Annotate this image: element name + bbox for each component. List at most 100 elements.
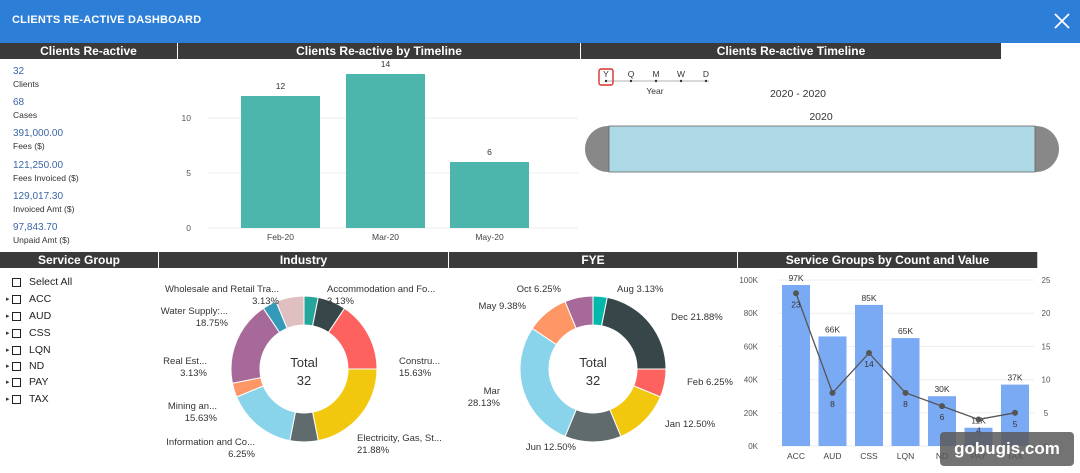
service-group-aud[interactable]: ▸ AUD bbox=[6, 309, 51, 323]
service-group-label: ND bbox=[29, 360, 45, 372]
granularity-tick bbox=[679, 79, 683, 83]
bar-feb-20[interactable] bbox=[241, 96, 320, 228]
service-group-lqn[interactable]: ▸ LQN bbox=[6, 343, 51, 357]
granularity-tick bbox=[604, 79, 608, 83]
slice-data-label: Jan 12.50% bbox=[665, 419, 716, 430]
donut-slice[interactable] bbox=[519, 327, 577, 438]
slice-data-label: Wholesale and Retail Tra... bbox=[165, 284, 279, 295]
line-point[interactable] bbox=[866, 350, 872, 357]
donut-center-label: Total bbox=[579, 355, 607, 370]
granularity-tick bbox=[654, 79, 658, 83]
service-group-nd[interactable]: ▸ ND bbox=[6, 359, 44, 373]
checkbox[interactable] bbox=[12, 394, 21, 404]
bar-may-20[interactable] bbox=[450, 162, 529, 228]
right-y-tick-label: 20 bbox=[1042, 309, 1051, 318]
slice-data-label: 28.13% bbox=[468, 398, 501, 409]
line-data-label: 5 bbox=[1013, 419, 1018, 429]
service-group-acc[interactable]: ▸ ACC bbox=[6, 292, 51, 306]
donut-slice[interactable] bbox=[312, 368, 378, 442]
bar-data-label: 6 bbox=[487, 147, 492, 157]
slice-data-label: 3.13% bbox=[327, 296, 354, 307]
line-data-label: 14 bbox=[864, 359, 874, 369]
service-group-tax[interactable]: ▸ TAX bbox=[6, 392, 49, 406]
expand-arrow-icon[interactable]: ▸ bbox=[6, 396, 10, 403]
x-tick-label: May-20 bbox=[475, 232, 504, 242]
slice-data-label: Mining an... bbox=[168, 401, 217, 412]
slice-data-label: Constru... bbox=[399, 356, 440, 367]
service-group-css[interactable]: ▸ CSS bbox=[6, 326, 51, 340]
timeline-slicer-header: Clients Re-active Timeline bbox=[581, 43, 1001, 59]
kpi-fees-invoiced: 121,250.00 Fees Invoiced ($) bbox=[13, 160, 79, 183]
kpi-panel-header: Clients Re-active bbox=[0, 43, 177, 59]
slicer-year-bar[interactable] bbox=[608, 125, 1036, 173]
bar-data-label: 65K bbox=[898, 326, 913, 336]
line-point[interactable] bbox=[1012, 409, 1018, 416]
expand-arrow-icon[interactable]: ▸ bbox=[6, 379, 10, 386]
kpi-panel: 32 Clients 68 Cases 391,000.00 Fees ($) 121… bbox=[0, 59, 177, 249]
slice-data-label: 18.75% bbox=[196, 318, 229, 329]
slice-data-label: Electricity, Gas, St... bbox=[357, 433, 442, 444]
expand-arrow-icon[interactable]: ▸ bbox=[6, 363, 10, 370]
checkbox[interactable] bbox=[12, 345, 21, 355]
checkbox[interactable] bbox=[12, 328, 21, 338]
service-group-slicer: Select All ▸ ACC ▸ AUD ▸ CSS ▸ LQN ▸ ND ▸ PAY … bbox=[0, 268, 158, 473]
line-point[interactable] bbox=[902, 389, 909, 396]
kpi-label: Fees Invoiced ($) bbox=[13, 173, 79, 183]
kpi-value: 121,250.00 bbox=[13, 160, 64, 171]
right-y-tick-label: 10 bbox=[1042, 376, 1051, 385]
slice-data-label: 15.63% bbox=[399, 368, 432, 379]
line-point[interactable] bbox=[975, 416, 982, 423]
bar-css[interactable] bbox=[855, 304, 883, 446]
line-point[interactable] bbox=[939, 403, 945, 410]
granularity-option-y[interactable]: Y bbox=[603, 69, 609, 79]
close-icon[interactable] bbox=[1052, 11, 1072, 31]
slice-data-label: Real Est... bbox=[163, 356, 207, 367]
service-group-pay[interactable]: ▸ PAY bbox=[6, 375, 48, 389]
bar-data-label: 14 bbox=[381, 59, 391, 69]
service-group-label: Select All bbox=[29, 276, 73, 288]
line-data-label: 4 bbox=[976, 425, 981, 435]
x-tick-label: Feb-20 bbox=[267, 232, 294, 242]
left-y-tick-label: 0K bbox=[748, 442, 758, 451]
service-group-label: ACC bbox=[29, 293, 52, 305]
expand-arrow-icon[interactable]: ▸ bbox=[6, 296, 10, 303]
range-label: 2020 - 2020 bbox=[770, 88, 826, 100]
donut-slice[interactable] bbox=[601, 296, 667, 370]
slice-data-label: 3.13% bbox=[180, 368, 207, 379]
kpi-label: Cases bbox=[13, 110, 38, 120]
expand-arrow-icon[interactable]: ▸ bbox=[6, 313, 10, 320]
expand-arrow-icon[interactable]: ▸ bbox=[6, 330, 10, 337]
watermark: gobugis.com bbox=[940, 432, 1074, 466]
donut-center-label: Total bbox=[290, 355, 318, 370]
kpi-value: 391,000.00 bbox=[13, 128, 64, 139]
bar-acc[interactable] bbox=[782, 284, 810, 446]
right-y-tick-label: 25 bbox=[1042, 276, 1051, 285]
service-group-select-all[interactable]: Select All bbox=[6, 275, 72, 289]
checkbox[interactable] bbox=[12, 377, 21, 387]
kpi-label: Unpaid Amt ($) bbox=[13, 235, 70, 245]
checkbox[interactable] bbox=[12, 294, 21, 304]
granularity-option-m[interactable]: M bbox=[652, 69, 659, 79]
x-tick-label: LQN bbox=[897, 451, 914, 461]
kpi-value: 97,843.70 bbox=[13, 222, 58, 233]
donut-slice[interactable] bbox=[564, 295, 594, 330]
donut-slice[interactable] bbox=[235, 385, 297, 442]
line-point[interactable] bbox=[829, 389, 836, 396]
granularity-option-w[interactable]: W bbox=[677, 69, 685, 79]
kpi-value: 68 bbox=[13, 97, 25, 108]
title-bar: CLIENTS RE-ACTIVE DASHBOARD bbox=[0, 0, 1080, 43]
bar-mar-20[interactable] bbox=[346, 74, 425, 228]
slice-data-label: 6.25% bbox=[228, 449, 255, 460]
checkbox[interactable] bbox=[12, 277, 21, 287]
expand-arrow-icon[interactable]: ▸ bbox=[6, 347, 10, 354]
granularity-option-d[interactable]: D bbox=[703, 69, 709, 79]
line-point[interactable] bbox=[793, 290, 799, 297]
donut-slice[interactable] bbox=[275, 295, 305, 330]
granularity-option-q[interactable]: Q bbox=[628, 69, 635, 79]
slice-data-label: Feb 6.25% bbox=[687, 377, 733, 388]
service-group-label: PAY bbox=[29, 376, 49, 388]
checkbox[interactable] bbox=[12, 361, 21, 371]
kpi-value: 129,017.30 bbox=[13, 191, 64, 202]
timeline-bar-chart: 0 5 10 12 Feb-20 14 Mar-20 6 May-20 bbox=[182, 59, 578, 242]
checkbox[interactable] bbox=[12, 311, 21, 321]
